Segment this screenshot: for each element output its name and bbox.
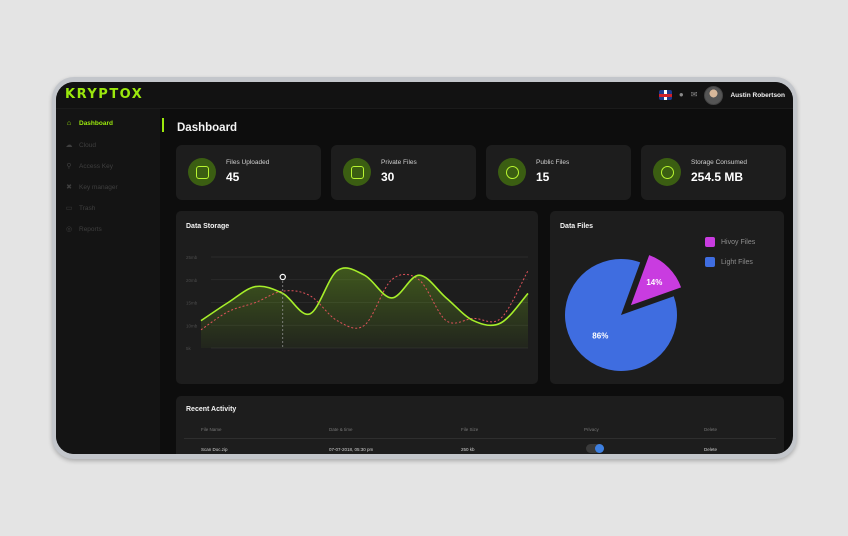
hover-marker	[279, 273, 286, 281]
cell-file-size: 250 kb	[461, 447, 475, 452]
uk-flag-icon[interactable]	[658, 90, 672, 100]
series-line-red	[200, 270, 529, 331]
top-right-controls: ● ✉ Austin Robertson	[658, 85, 785, 105]
card-label: Files Uploaded	[226, 159, 270, 166]
col-date-time[interactable]: Date & time	[329, 427, 353, 432]
series-line-green	[200, 267, 529, 327]
card-value: 254.5 MB	[691, 170, 744, 184]
legend-label: Light Files	[721, 258, 753, 266]
trash-icon: ▭	[65, 205, 73, 212]
data-storage-chart: 25mb 20mb 15mb 10mb 5k	[186, 255, 529, 351]
toggle-knob	[595, 444, 604, 453]
legend-swatch	[705, 237, 715, 247]
home-icon: ⌂	[66, 120, 72, 127]
card-value: 30	[381, 170, 395, 184]
card-label: Storage Consumed	[691, 159, 748, 166]
col-delete[interactable]: Delete	[704, 427, 718, 432]
card-value: 45	[226, 170, 240, 184]
sidebar-item-label: Key manager	[79, 183, 118, 191]
bell-icon[interactable]: ●	[678, 90, 684, 99]
sidebar-item-label: Reports	[79, 225, 102, 233]
y-tick-label: 15mb	[186, 301, 198, 306]
col-file-size[interactable]: File Size	[461, 427, 479, 432]
card-private-files[interactable]: Private Files 30	[331, 145, 476, 200]
pie-slice	[565, 259, 677, 371]
delete-button[interactable]: Delete	[704, 447, 718, 452]
series-area	[201, 267, 528, 348]
sidebar-item-key-manager[interactable]: ✖ Key manager	[65, 183, 118, 192]
users-icon	[498, 158, 526, 186]
y-tick-label: 5k	[186, 346, 192, 351]
pie-slice-label: 14%	[646, 278, 662, 287]
chart-title: Data Storage	[186, 223, 230, 230]
avatar[interactable]	[704, 85, 724, 105]
private-file-icon	[343, 158, 371, 186]
upload-cloud-icon	[188, 158, 216, 186]
user-name[interactable]: Austin Robertson	[730, 91, 785, 99]
sidebar-item-label: Trash	[79, 204, 96, 212]
sidebar-item-trash[interactable]: ▭ Trash	[65, 204, 96, 213]
y-tick-label: 10mb	[186, 323, 198, 328]
card-label: Private Files	[381, 159, 417, 166]
sidebar-item-label: Cloud	[79, 141, 96, 149]
sidebar-item-label: Access Key	[79, 162, 113, 170]
data-files-panel: Data Files 14% 86% Hivoy Files Light File…	[550, 211, 784, 384]
recent-activity-panel: Recent Activity File Name Date & time Fi…	[176, 396, 784, 454]
sidebar-item-cloud[interactable]: ☁ Cloud	[65, 141, 96, 150]
sidebar-item-dashboard[interactable]: ⌂ Dashboard	[65, 120, 113, 127]
cell-file-name: Scan Doc.zip	[201, 447, 228, 452]
col-file-name[interactable]: File Name	[201, 427, 222, 432]
card-storage-consumed[interactable]: Storage Consumed 254.5 MB	[641, 145, 786, 200]
data-storage-panel: Data Storage 25mb 20mb 15mb 10mb 5k	[176, 211, 538, 384]
col-privacy[interactable]: Privacy	[584, 427, 599, 432]
privacy-toggle[interactable]	[586, 444, 604, 453]
cloud-icon: ☁	[65, 142, 73, 149]
sidebar: ⌂ Dashboard ☁ Cloud ⚲ Access Key ✖ Key m…	[56, 109, 160, 454]
legend-item-light-files[interactable]: Light Files	[705, 257, 753, 267]
table-divider	[184, 438, 776, 439]
page-title: Dashboard	[177, 122, 238, 134]
sidebar-item-reports[interactable]: ◎ Reports	[65, 225, 102, 234]
active-indicator	[162, 118, 164, 132]
sidebar-item-access-key[interactable]: ⚲ Access Key	[65, 162, 113, 171]
reports-icon: ◎	[65, 226, 73, 233]
y-tick-label: 25mb	[186, 255, 198, 260]
legend-item-heavy-files[interactable]: Hivoy Files	[705, 237, 755, 247]
legend-label: Hivoy Files	[721, 238, 756, 246]
card-label: Public Files	[536, 159, 570, 166]
top-bar: KRYPTOX ● ✉ Austin Robertson	[56, 82, 793, 109]
app-logo[interactable]: KRYPTOX	[65, 87, 144, 102]
card-public-files[interactable]: Public Files 15	[486, 145, 631, 200]
key-icon: ⚲	[66, 163, 72, 170]
pie-icon	[653, 158, 681, 186]
cell-date-time: 07-07-2018, 05:30 pm	[329, 447, 374, 452]
chart-title: Data Files	[560, 223, 594, 230]
card-files-uploaded[interactable]: Files Uploaded 45	[176, 145, 321, 200]
recent-activity-title: Recent Activity	[186, 406, 237, 413]
pie-slice	[630, 255, 682, 306]
cross-key-icon: ✖	[66, 184, 72, 191]
card-value: 15	[536, 170, 550, 184]
y-tick-label: 20mb	[186, 278, 198, 283]
legend-swatch	[705, 257, 715, 267]
mail-icon[interactable]: ✉	[690, 90, 698, 99]
data-files-chart: 14% 86%	[565, 255, 682, 371]
app-screen: KRYPTOX ● ✉ Austin Robertson ⌂ Dashboard…	[56, 82, 793, 454]
sidebar-item-label: Dashboard	[79, 120, 113, 127]
pie-slice-label: 86%	[592, 331, 608, 340]
